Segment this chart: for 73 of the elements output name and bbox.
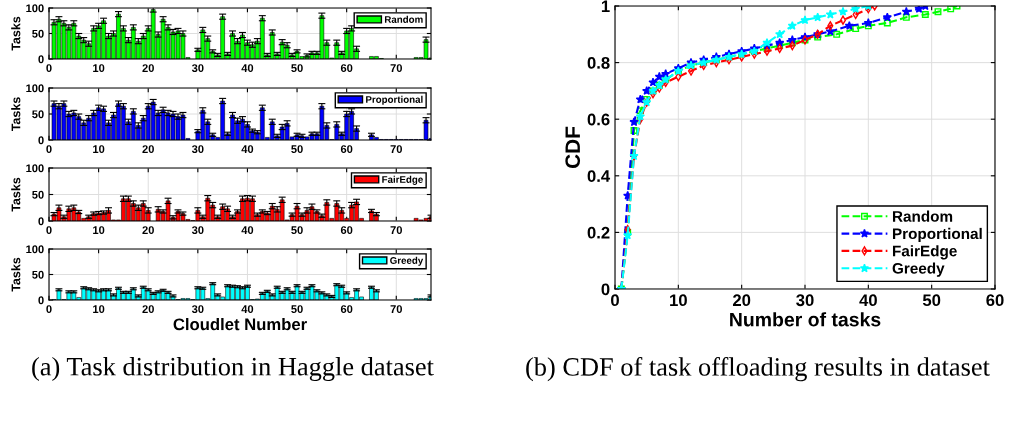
x-tick-label: 20 <box>142 145 154 154</box>
y-axis-title: Tasks <box>11 257 21 292</box>
y-tick-label: 100 <box>26 84 44 93</box>
x-tick-label: 70 <box>390 226 402 235</box>
legend-label: Proportional <box>366 95 423 105</box>
x-tick-label: 0 <box>611 294 619 307</box>
y-tick-label: 50 <box>32 29 44 38</box>
x-tick-label: 40 <box>241 64 254 73</box>
x-tick-label: 60 <box>986 294 1004 307</box>
x-tick-label: 30 <box>191 64 204 73</box>
y-tick-label: 0 <box>38 55 44 64</box>
legend-label: Greedy <box>892 262 945 277</box>
x-tick-label: 20 <box>142 305 154 314</box>
x-tick-label: 10 <box>93 64 105 73</box>
x-tick-label: 40 <box>241 305 254 314</box>
x-tick-label: 0 <box>46 226 52 235</box>
y-tick-label: 0 <box>38 217 44 226</box>
text: (b) CDF of task offloading results in dataset <box>526 357 990 382</box>
x-tick-label: 60 <box>340 145 353 154</box>
y-tick-label: 0 <box>38 136 44 145</box>
x-tick-label: 0 <box>46 145 52 154</box>
x-tick-label: 30 <box>191 226 204 235</box>
x-tick-label: 70 <box>390 305 402 314</box>
y-tick-label: 0.6 <box>587 113 610 126</box>
x-tick-label: 10 <box>670 294 687 307</box>
y-tick-label: 50 <box>32 270 44 279</box>
y-axis-title: Tasks <box>11 97 21 132</box>
y-tick-label: 100 <box>26 245 44 254</box>
legend-label: Random <box>892 210 953 222</box>
x-tick-label: 30 <box>796 294 814 307</box>
x-tick-label: 50 <box>291 64 303 73</box>
y-tick-label: 0.4 <box>587 170 611 182</box>
x-tick-label: 0 <box>46 305 52 314</box>
legend-label: FairEdge <box>892 245 957 260</box>
x-tick-label: 70 <box>390 64 402 73</box>
y-tick-label: 100 <box>26 4 44 13</box>
x-tick-label: 40 <box>241 226 254 235</box>
x-tick-label: 10 <box>93 226 105 235</box>
x-tick-label: 30 <box>191 305 204 314</box>
y-tick-label: 0.2 <box>587 226 610 239</box>
x-tick-label: 20 <box>142 226 154 235</box>
text: (a) Task distribution in Haggle dataset <box>32 357 434 382</box>
x-tick-label: 70 <box>390 145 402 154</box>
x-tick-label: 50 <box>291 145 303 154</box>
x-tick-label: 20 <box>732 294 751 307</box>
x-tick-label: 30 <box>191 145 204 154</box>
y-tick-label: 0.8 <box>587 57 610 69</box>
y-tick-label: 1 <box>601 0 610 13</box>
legend-label: FairEdge <box>382 175 423 185</box>
y-axis-title: CDF <box>565 126 581 169</box>
x-tick-label: 40 <box>241 145 254 154</box>
x-tick-label: 60 <box>340 226 353 235</box>
y-axis-title: Tasks <box>11 177 21 212</box>
x-tick-label: 50 <box>291 305 303 314</box>
x-axis-title: Number of tasks <box>730 312 881 327</box>
x-tick-label: 50 <box>922 294 941 307</box>
x-tick-label: 40 <box>859 294 877 307</box>
x-tick-label: 60 <box>340 305 353 314</box>
x-tick-label: 50 <box>291 226 303 235</box>
legend-label: Proportional <box>892 227 982 243</box>
x-axis-title: Cloudlet Number <box>173 318 307 331</box>
x-tick-label: 60 <box>340 64 353 73</box>
y-axis-title: Tasks <box>11 16 21 51</box>
x-tick-label: 10 <box>93 145 105 154</box>
x-tick-label: 10 <box>93 305 105 314</box>
legend-label: Greedy <box>390 256 424 266</box>
y-tick-label: 0 <box>601 283 610 296</box>
x-tick-label: 0 <box>46 64 52 73</box>
legend-label: Random <box>384 15 423 23</box>
y-tick-label: 50 <box>32 110 44 119</box>
y-tick-label: 50 <box>32 190 44 199</box>
y-tick-label: 100 <box>26 164 44 173</box>
x-tick-label: 20 <box>142 64 154 73</box>
